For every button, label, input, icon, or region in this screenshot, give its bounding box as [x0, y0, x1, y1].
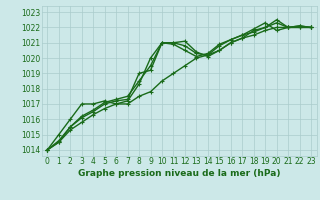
X-axis label: Graphe pression niveau de la mer (hPa): Graphe pression niveau de la mer (hPa) [78, 169, 280, 178]
